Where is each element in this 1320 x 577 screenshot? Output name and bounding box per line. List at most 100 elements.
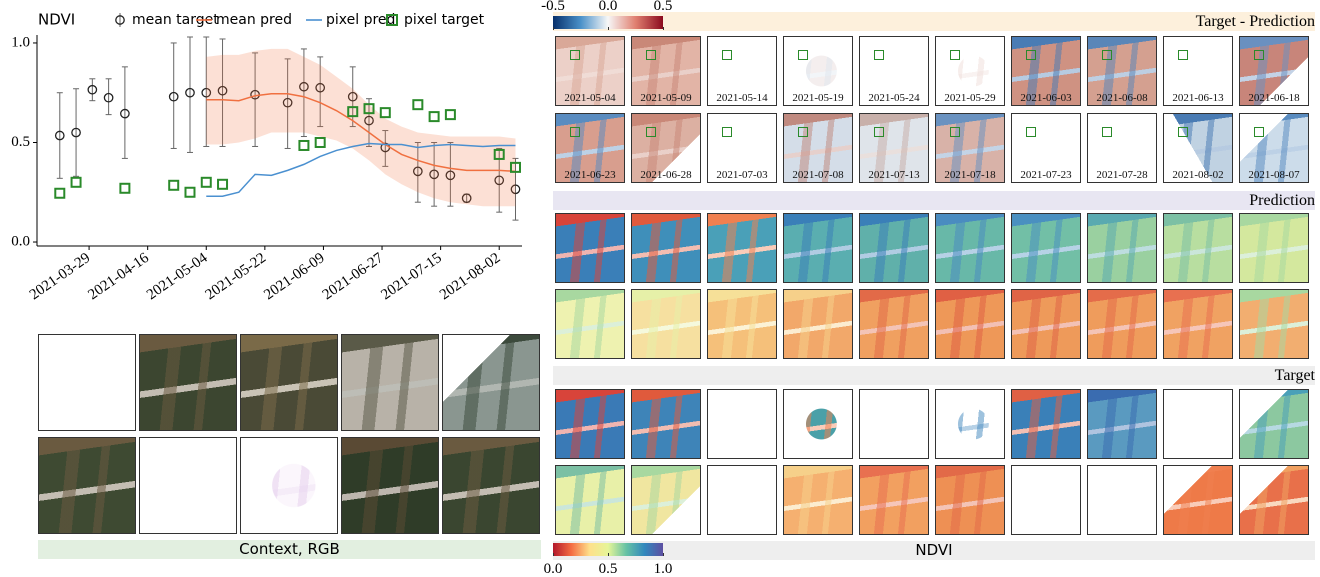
image-tile: 2021-07-18 bbox=[935, 113, 1005, 183]
legend-label: pixel target bbox=[404, 12, 485, 28]
colorbar-tick-label: 0.0 bbox=[599, 0, 618, 15]
section-label: Prediction bbox=[1249, 192, 1315, 209]
point bbox=[446, 110, 455, 119]
date-label: 2021-06-13 bbox=[1164, 92, 1232, 104]
image-tile bbox=[707, 389, 777, 459]
section-bar: Target bbox=[553, 366, 1315, 385]
section-label: Target - Prediction bbox=[1196, 13, 1315, 30]
image-tile bbox=[1087, 289, 1157, 359]
band bbox=[206, 49, 515, 206]
image-tile bbox=[1163, 213, 1233, 283]
image-tile: 2021-05-14 bbox=[707, 36, 777, 106]
point bbox=[55, 189, 64, 198]
image-tile bbox=[783, 465, 853, 535]
pixel-marker bbox=[1254, 50, 1264, 60]
chart: NDVI 0.00.51.02021-03-292021-04-162021-0… bbox=[0, 0, 540, 330]
image-tile: 2021-06-28 bbox=[631, 113, 701, 183]
image-tile: 2021-06-23 bbox=[555, 113, 625, 183]
date-label: 2021-06-28 bbox=[632, 169, 700, 181]
y-tick-label: 0.5 bbox=[11, 134, 30, 150]
pixel-marker bbox=[950, 50, 960, 60]
point bbox=[316, 138, 325, 147]
colorbar-tick bbox=[608, 27, 609, 30]
point bbox=[120, 184, 129, 193]
date-label: 2021-05-14 bbox=[708, 92, 776, 104]
x-tick-label: 2021-05-22 bbox=[203, 250, 270, 303]
image-tile bbox=[1011, 213, 1081, 283]
x-tick-label: 2021-05-04 bbox=[144, 250, 211, 304]
date-label: 2021-06-08 bbox=[1088, 92, 1156, 104]
image-tile bbox=[1087, 213, 1157, 283]
image-tile bbox=[631, 389, 701, 459]
pixel-marker bbox=[570, 50, 580, 60]
image-tile bbox=[1011, 389, 1081, 459]
image-tile bbox=[859, 213, 929, 283]
image-tile: 2021-08-02 bbox=[1163, 113, 1233, 183]
context-image bbox=[442, 334, 540, 431]
point bbox=[413, 100, 422, 109]
image-tile bbox=[859, 389, 929, 459]
image-tile bbox=[935, 213, 1005, 283]
date-label: 2021-05-29 bbox=[936, 92, 1004, 104]
image-tile: 2021-07-28 bbox=[1087, 113, 1157, 183]
pixel-marker bbox=[1254, 127, 1264, 137]
image-tile bbox=[783, 289, 853, 359]
date-label: 2021-06-23 bbox=[556, 169, 624, 181]
image-tile bbox=[1239, 389, 1309, 459]
point bbox=[218, 180, 227, 189]
image-tile: 2021-05-24 bbox=[859, 36, 929, 106]
date-label: 2021-07-03 bbox=[708, 169, 776, 181]
point bbox=[381, 108, 390, 117]
date-label: 2021-05-19 bbox=[784, 92, 852, 104]
context-image bbox=[38, 437, 136, 534]
image-tile bbox=[1087, 465, 1157, 535]
image-tile: 2021-07-08 bbox=[783, 113, 853, 183]
image-tile bbox=[555, 213, 625, 283]
section-bar: Context, RGB bbox=[38, 540, 541, 559]
x-tick-label: 2021-07-15 bbox=[378, 250, 445, 303]
colorbar-tick bbox=[663, 553, 664, 556]
point bbox=[202, 178, 211, 187]
image-tile: 2021-05-19 bbox=[783, 36, 853, 106]
y-label: NDVI bbox=[38, 11, 75, 29]
pixel-marker bbox=[1026, 127, 1036, 137]
pixel-marker bbox=[798, 127, 808, 137]
colorbar-tick bbox=[663, 27, 664, 30]
point bbox=[185, 188, 194, 197]
date-label: 2021-07-08 bbox=[784, 169, 852, 181]
image-tile bbox=[1011, 465, 1081, 535]
point bbox=[72, 178, 81, 187]
image-tile: 2021-06-03 bbox=[1011, 36, 1081, 106]
x-tick-label: 2021-06-09 bbox=[261, 250, 328, 303]
image-tile bbox=[935, 389, 1005, 459]
image-tile: 2021-06-08 bbox=[1087, 36, 1157, 106]
image-tile bbox=[631, 465, 701, 535]
x-tick-label: 2021-08-02 bbox=[437, 250, 504, 303]
image-tile bbox=[631, 289, 701, 359]
section-bar: NDVI bbox=[553, 541, 1315, 560]
date-label: 2021-07-28 bbox=[1088, 169, 1156, 181]
y-tick-label: 0.0 bbox=[11, 233, 30, 249]
context-image bbox=[442, 437, 540, 534]
pixel-marker bbox=[1178, 127, 1188, 137]
x-tick-label: 2021-04-16 bbox=[85, 250, 152, 304]
image-tile bbox=[783, 213, 853, 283]
x-tick-label: 2021-03-29 bbox=[27, 250, 94, 303]
image-tile bbox=[631, 213, 701, 283]
colorbar-tick-label: 1.0 bbox=[654, 561, 673, 577]
image-tile bbox=[1163, 389, 1233, 459]
date-label: 2021-06-18 bbox=[1240, 92, 1308, 104]
pixel-marker bbox=[646, 50, 656, 60]
pixel-marker bbox=[570, 127, 580, 137]
context-image bbox=[341, 334, 439, 431]
date-label: 2021-05-04 bbox=[556, 92, 624, 104]
context-image bbox=[139, 437, 237, 534]
section-label: Context, RGB bbox=[239, 540, 340, 558]
date-label: 2021-05-09 bbox=[632, 92, 700, 104]
section-bar: Prediction bbox=[553, 191, 1315, 210]
pixel-marker bbox=[722, 127, 732, 137]
image-tile bbox=[555, 289, 625, 359]
image-tile: 2021-07-23 bbox=[1011, 113, 1081, 183]
context-image bbox=[38, 334, 136, 431]
pixel-marker bbox=[1026, 50, 1036, 60]
